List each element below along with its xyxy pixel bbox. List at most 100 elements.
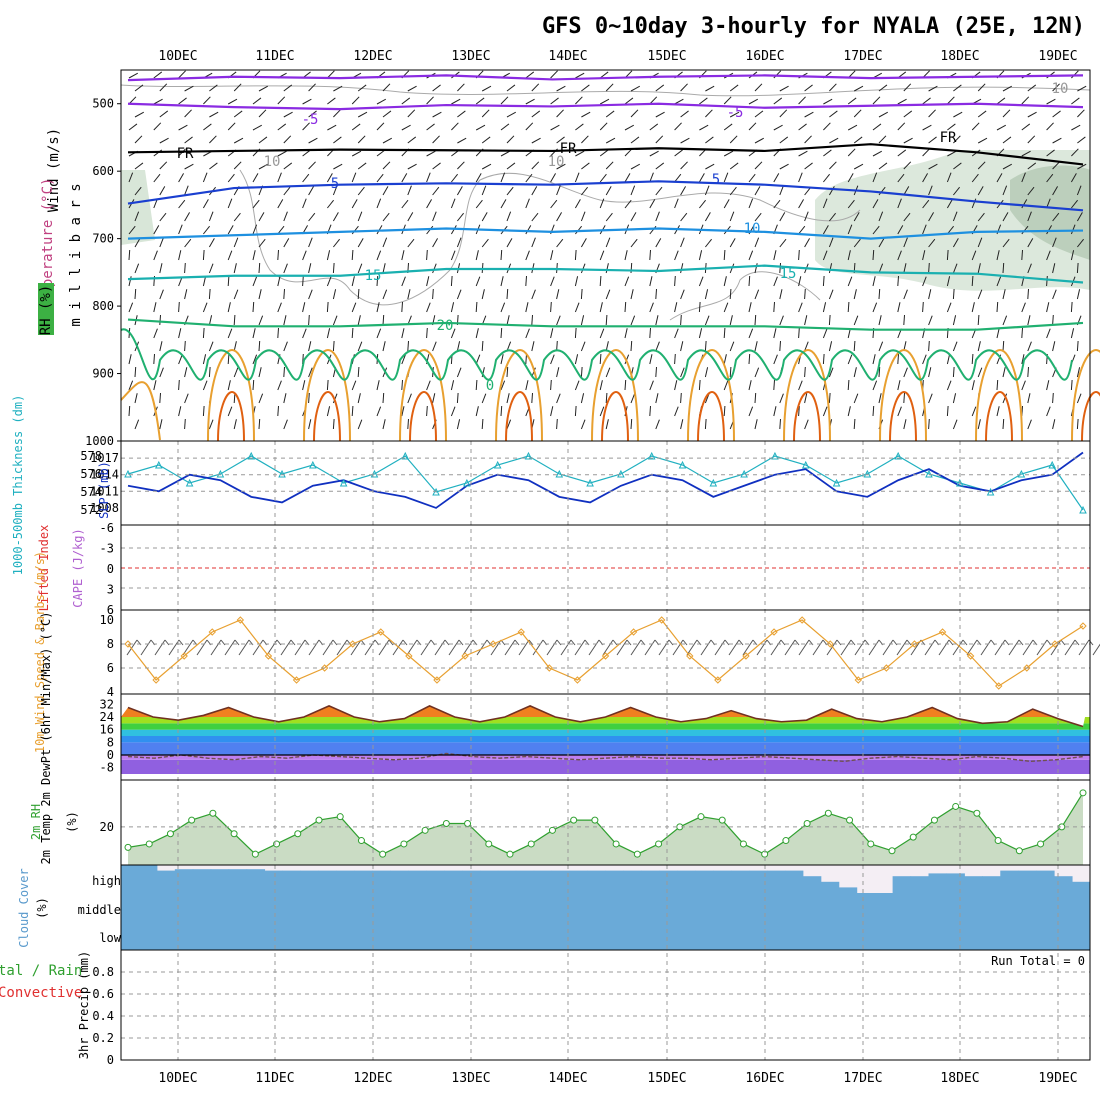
date-label-top: 14DEC [548,49,587,64]
wind-barb [332,212,339,222]
wind-barb [357,238,364,248]
slp-tick-label: 1014 [90,468,119,482]
wind-barb [953,84,962,92]
wind-barb [332,185,338,196]
wind-barb [575,150,585,157]
wind-barb [897,406,902,417]
wind10m-barb [952,639,964,656]
wind-barb [159,161,168,170]
wind-barb [823,149,832,157]
wind-barb [426,380,431,391]
wind-barb [227,353,230,365]
wind-barb [159,186,166,196]
wind-barb [134,393,138,404]
wind-barb [258,85,269,92]
wind-barb [878,111,889,118]
wind-barb [773,328,777,339]
wind-barb [153,71,163,79]
wind-barb [351,123,361,131]
wind-barb [729,211,735,222]
wind-barb [581,162,590,170]
wind-barb [599,380,603,391]
wind-barb [208,238,215,248]
wind-barb [556,136,565,144]
wind-barb [277,405,280,417]
wind-barb [407,185,412,196]
cloud-high-bar [336,870,355,893]
wind-barb [680,237,685,248]
slp-tick-label: 1011 [90,484,119,498]
wind-barb [922,97,931,105]
wind-barb [302,122,310,131]
isotherm-line [127,264,1084,284]
wind-barb [723,302,729,313]
wind-barb [828,186,835,196]
wind-barb [754,83,763,92]
wind-barb [159,212,167,222]
wind-barb [202,172,208,183]
wind-barb [996,124,1007,131]
wind-barb [382,161,391,170]
wind-barb [655,315,659,326]
wind-barb [680,367,685,378]
contour-label: 10 [744,221,761,237]
wind-barb [209,162,218,170]
wind-barb [308,110,317,118]
wind-barb [1077,163,1087,170]
wind-barb [680,137,690,144]
wind-barb [475,199,483,209]
wind-barb [233,237,239,248]
wind-barb [525,328,530,339]
wind-barb [971,380,975,391]
wind-barb [332,418,335,430]
cloud-high-bar [641,870,660,893]
wind-barb [357,263,363,274]
wind-barb [252,250,256,261]
wind-barb [432,186,440,196]
cloud-high-bar [910,876,929,893]
wind-barb [773,124,783,131]
wind-barb [878,135,887,144]
wind-barb [432,341,437,352]
wind-barb [704,212,711,222]
ylabel-cape: CAPE (J/kg) [71,528,85,607]
wind-barb [903,237,908,248]
wind-barb [333,163,343,170]
wind-barb [1002,109,1011,118]
wind-barb [605,314,608,326]
wind-barb [258,238,266,248]
ylabel-slp: SLP (mb) [97,461,111,519]
wind-barb [599,275,602,287]
wind-barb [500,302,506,313]
wind-barb [748,380,752,391]
wind-barb [481,85,492,92]
date-label-top: 18DEC [940,49,979,64]
wind-barb [754,289,760,300]
wind-barb [655,135,664,144]
wind10m-point [573,676,582,684]
wind-barb [977,314,980,326]
wind-barb [729,84,739,92]
wind-barb [847,124,858,131]
wind-barb [1027,288,1030,300]
wind-barb [277,123,287,131]
cloud-high-bar [1054,876,1073,893]
cloud-high-bar [210,869,230,893]
lifted-tick-label: 3 [107,583,114,597]
wind-barb [252,354,258,365]
rh2m-point [294,830,302,838]
wind10m-barb [868,639,880,656]
wind-barb [233,367,239,378]
wind-barb [977,186,984,196]
wind-barb [878,341,884,352]
wind-barb [674,275,676,287]
wind-barb [704,340,707,352]
wind10m-barb [672,639,684,656]
wind-barb [252,97,262,105]
wind-barb [828,263,833,274]
wind-barb [822,302,827,313]
wind-barb [705,238,713,248]
wind-barb [773,70,782,79]
wind-barb [674,406,679,417]
wind-barb [1021,302,1026,313]
